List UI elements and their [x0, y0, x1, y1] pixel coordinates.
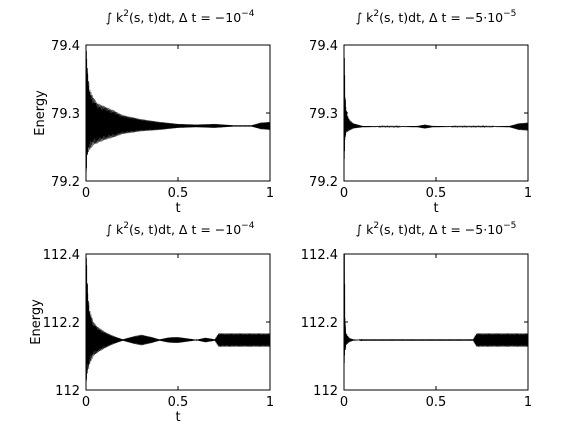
y-tick-label-0: 112: [313, 384, 338, 399]
x-tick-label-1: 0.5: [168, 395, 189, 410]
x-axis-label: t: [175, 410, 180, 425]
plot-area: [343, 44, 529, 182]
energy-series-line: [343, 254, 529, 364]
energy-series-line: [85, 50, 271, 171]
y-tick-label-1: 79.3: [309, 107, 338, 122]
y-tick-label-0: 79.2: [51, 175, 80, 190]
x-tick-label-0: 0: [82, 395, 90, 410]
x-axis-label: t: [175, 201, 180, 216]
x-tick-label-1: 0.5: [426, 395, 447, 410]
panel-title: ∫ k2(s, t)dt, Δ t = −5·10−5: [356, 221, 517, 237]
tick-marks: [343, 253, 529, 391]
x-tick-label-2: 1: [266, 395, 274, 410]
y-tick-label-0: 112: [55, 384, 80, 399]
series-group: [343, 254, 529, 364]
y-tick-label-2: 112.4: [43, 248, 80, 263]
panel-title: ∫ k2(s, t)dt, Δ t = −5·10−5: [356, 9, 517, 25]
x-tick-label-2: 1: [524, 186, 532, 201]
x-tick-label-1: 0.5: [168, 186, 189, 201]
tick-marks: [343, 44, 529, 182]
energy-series-line: [343, 58, 529, 160]
y-axis-label: Energy: [33, 90, 48, 136]
series-group: [85, 50, 271, 171]
panel-title: ∫ k2(s, t)dt, Δ t = −10−4: [106, 221, 255, 237]
x-tick-label-0: 0: [340, 395, 348, 410]
panel-title: ∫ k2(s, t)dt, Δ t = −10−4: [106, 9, 255, 25]
panel-bottom-left: ∫ k2(s, t)dt, Δ t = −10−4 0 0.5 1 112 11…: [29, 221, 274, 425]
plot-area: [85, 253, 271, 391]
x-tick-label-0: 0: [340, 186, 348, 201]
panel-bottom-right: ∫ k2(s, t)dt, Δ t = −5·10−5 0 0.5 1 112 …: [301, 221, 532, 410]
x-tick-label-2: 1: [524, 395, 532, 410]
x-tick-label-0: 0: [82, 186, 90, 201]
series-group: [85, 257, 271, 382]
x-axis-label: t: [433, 201, 438, 216]
y-tick-label-0: 79.2: [309, 175, 338, 190]
energy-series-line: [85, 257, 271, 382]
y-tick-label-2: 79.4: [309, 39, 338, 54]
y-tick-label-1: 112.2: [43, 316, 80, 331]
x-tick-label-1: 0.5: [426, 186, 447, 201]
y-tick-label-2: 79.4: [51, 39, 80, 54]
y-tick-label-1: 112.2: [301, 316, 338, 331]
plot-area: [343, 253, 529, 391]
tick-marks: [85, 253, 271, 391]
series-group: [343, 58, 529, 160]
panel-top-left: ∫ k2(s, t)dt, Δ t = −10−4 0 0.5 1 79.2 7…: [33, 9, 274, 216]
y-tick-label-2: 112.4: [301, 248, 338, 263]
panel-top-right: ∫ k2(s, t)dt, Δ t = −5·10−5 0 0.5 1 79.2…: [309, 9, 532, 216]
x-tick-label-2: 1: [266, 186, 274, 201]
y-axis-label: Energy: [29, 299, 44, 345]
y-tick-label-1: 79.3: [51, 107, 80, 122]
